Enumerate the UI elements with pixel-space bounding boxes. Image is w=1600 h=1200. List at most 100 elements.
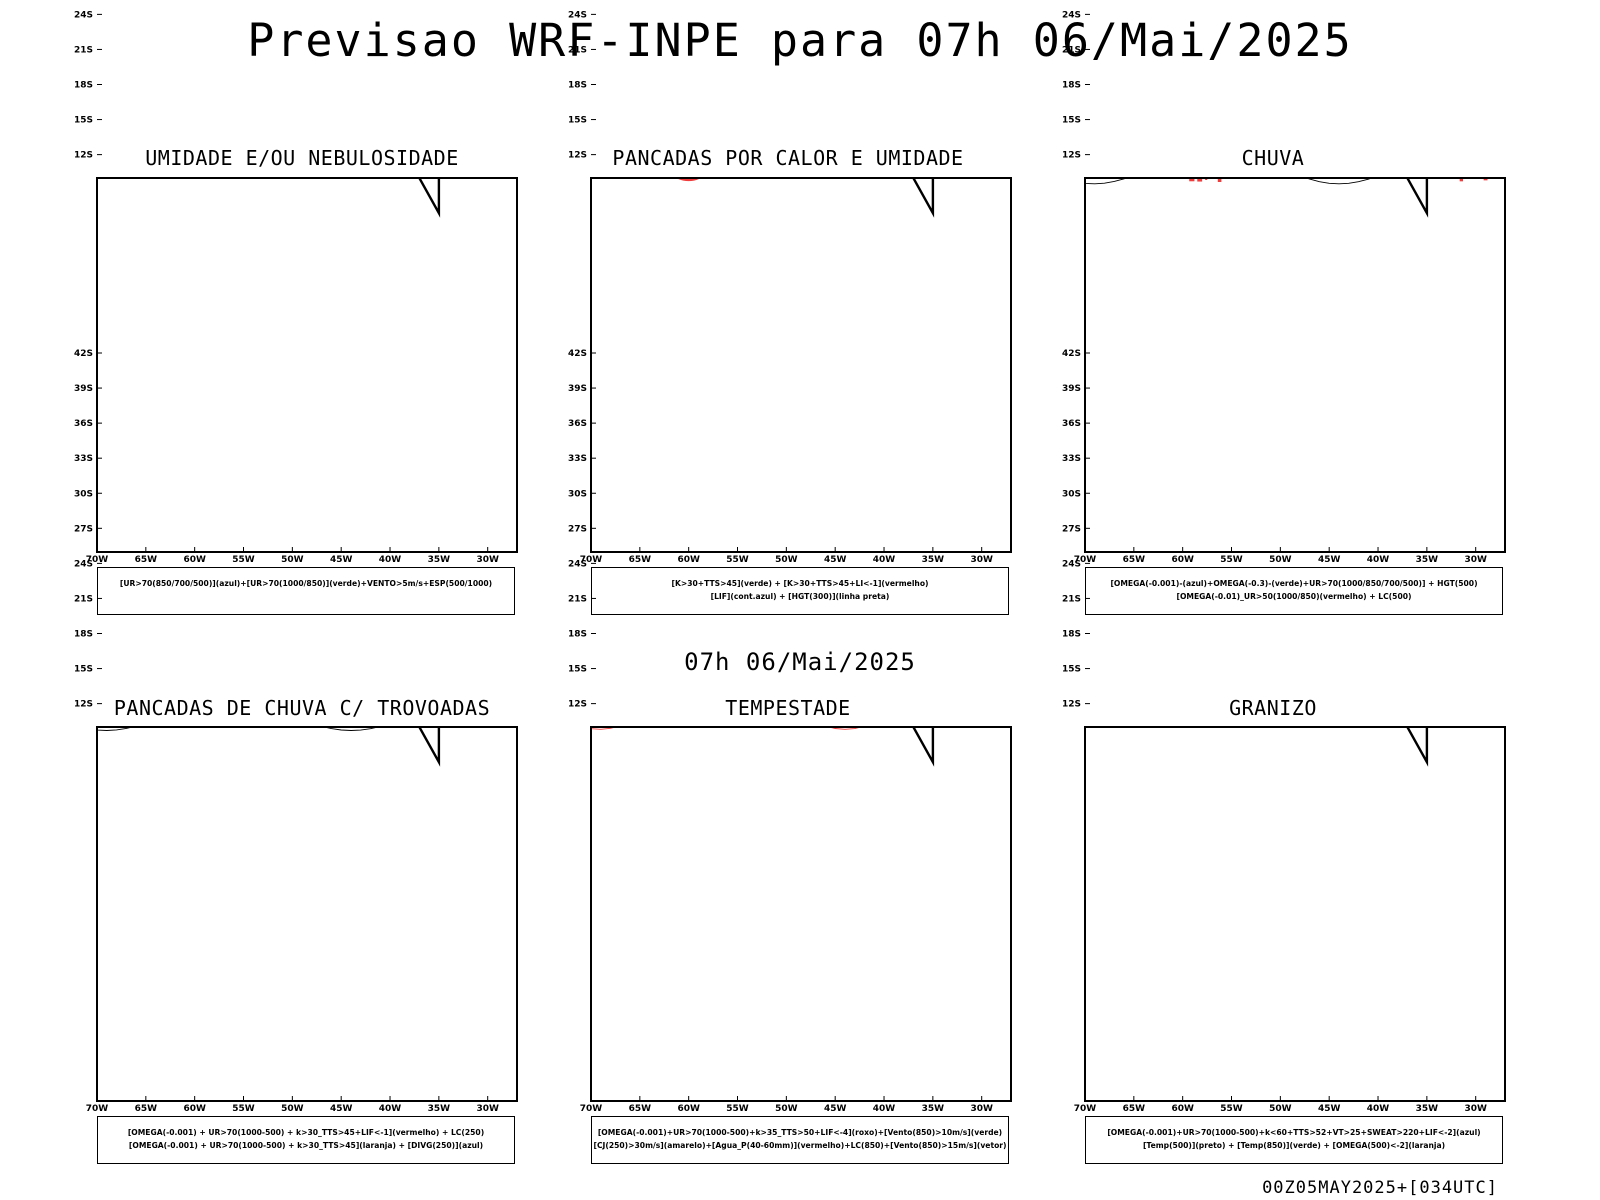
lon-label: 50W [281, 555, 304, 565]
lat-label: 18S [74, 81, 93, 91]
green-speckle [166, 8, 172, 12]
green-speckle [133, 111, 138, 115]
lat-label: 12S [74, 700, 93, 710]
wind850-green [654, 630, 659, 633]
lat-label: 18S [1062, 630, 1081, 640]
rain-red [1348, 133, 1350, 138]
lif-contour [611, 92, 616, 96]
rain-red [1486, 67, 1490, 69]
rain-red [1138, 125, 1140, 127]
temp850-contour [1121, 633, 1126, 636]
lon-label: 35W [428, 1104, 451, 1114]
rain-red [1363, 92, 1367, 95]
rain-red [1459, 69, 1463, 73]
map-frame [1084, 726, 1506, 1102]
rain-red [1213, 10, 1216, 12]
rain-red [1471, 109, 1474, 112]
temp850-contour [1105, 556, 1110, 561]
lon-label: 50W [775, 555, 798, 565]
green-speckle [213, 130, 218, 134]
rain-red [1255, 105, 1261, 109]
map-chuva: 58858257657056456757958858212S15S18S21S2… [1062, 10, 1506, 565]
green-speckle [182, 68, 185, 72]
thunder-red [175, 633, 180, 636]
legend-line: [OMEGA(-0.001) + UR>70(1000-500) + k>30_… [128, 1141, 484, 1150]
streamline [1075, 86, 1515, 121]
border-line [1319, 120, 1368, 132]
green-speckle [120, 2, 125, 4]
rain-red [1369, 132, 1373, 136]
rain-red [1254, 96, 1258, 99]
rain-red [1459, 178, 1464, 182]
lat-label: 12S [74, 151, 93, 161]
red-speckle [137, 81, 141, 85]
rain-red [1095, 114, 1098, 117]
rain-red [1125, 126, 1129, 129]
lat-label: 15S [74, 665, 93, 675]
map-umidade: 1016101210201024101610125705645585525461… [74, 10, 518, 565]
wind-vector [406, 88, 410, 98]
rain-red [1513, 114, 1516, 117]
rain-red [1213, 71, 1216, 75]
rain-red [1103, 126, 1106, 131]
rain-red [1376, 136, 1382, 138]
rain-red [1235, 68, 1238, 71]
rain-red [1476, 4, 1481, 8]
lat-label: 15S [74, 116, 93, 126]
rain-red [1293, 9, 1299, 13]
lon-label: 30W [476, 555, 499, 565]
legend-chuva: [OMEGA(-0.001)-(azul)+OMEGA(-0.3)-(verde… [1085, 567, 1503, 615]
humidity-lavender [407, 68, 451, 148]
rain-red [1394, 103, 1399, 108]
rain-red [1138, 75, 1141, 78]
rain-red [1329, 98, 1332, 101]
rain-red [1223, 88, 1229, 91]
temp850-contour [1143, 687, 1147, 689]
lif-contour [627, 85, 631, 88]
wind850-green [658, 620, 662, 625]
rain-red [1418, 135, 1420, 139]
rain-red [1410, 170, 1413, 173]
thunder-red [165, 622, 169, 624]
map-tempestade: 1012S15S18S21S24S27S30S33S36S39S42S70W65… [568, 349, 1012, 1114]
green-speckle [181, 109, 184, 113]
rain-red [1511, 174, 1514, 177]
map-frame [96, 177, 518, 553]
lon-label: 30W [1464, 1104, 1487, 1114]
lat-label: 42S [1062, 349, 1081, 359]
rain-red [1219, 87, 1223, 89]
rain-red [1184, 2, 1188, 5]
rain-red [1190, 75, 1195, 78]
thunder-red [180, 632, 184, 636]
rain-red [1326, 76, 1331, 80]
map-canvas: 960095209440936092809200-396009520944093… [568, 10, 1012, 565]
lon-label: 30W [476, 1104, 499, 1114]
wind-vector [505, 105, 509, 114]
lon-label: 30W [1464, 555, 1487, 565]
rain-red [1435, 126, 1439, 130]
rain-red [1225, 139, 1230, 144]
red-speckle [130, 67, 133, 71]
lif-contour [618, 120, 622, 124]
green-speckle [211, 94, 216, 96]
rain-red [1367, 123, 1373, 127]
green-speckle [202, 0, 206, 4]
lat-label: 36S [1062, 419, 1081, 429]
border-line [214, 85, 322, 120]
rain-red [1126, 119, 1128, 123]
rain-red [1147, 103, 1150, 107]
rain-red [1139, 119, 1145, 123]
panel-title-tempestade: TEMPESTADE [725, 696, 851, 720]
rain-red [1225, 2, 1230, 5]
map-canvas: 1016101210201024101610125705645585525461… [74, 10, 518, 565]
rain-red [1452, 116, 1457, 121]
rain-red [1200, 140, 1205, 144]
rain-red [1473, 135, 1479, 138]
rain-red [1352, 73, 1357, 76]
lon-label: 60W [677, 1104, 700, 1114]
rain-red [1314, 84, 1316, 87]
rain-red [1295, 114, 1297, 118]
temp850-contour [1110, 692, 1114, 695]
wind850-green [654, 620, 657, 624]
temp850-contour [1075, 617, 1515, 650]
